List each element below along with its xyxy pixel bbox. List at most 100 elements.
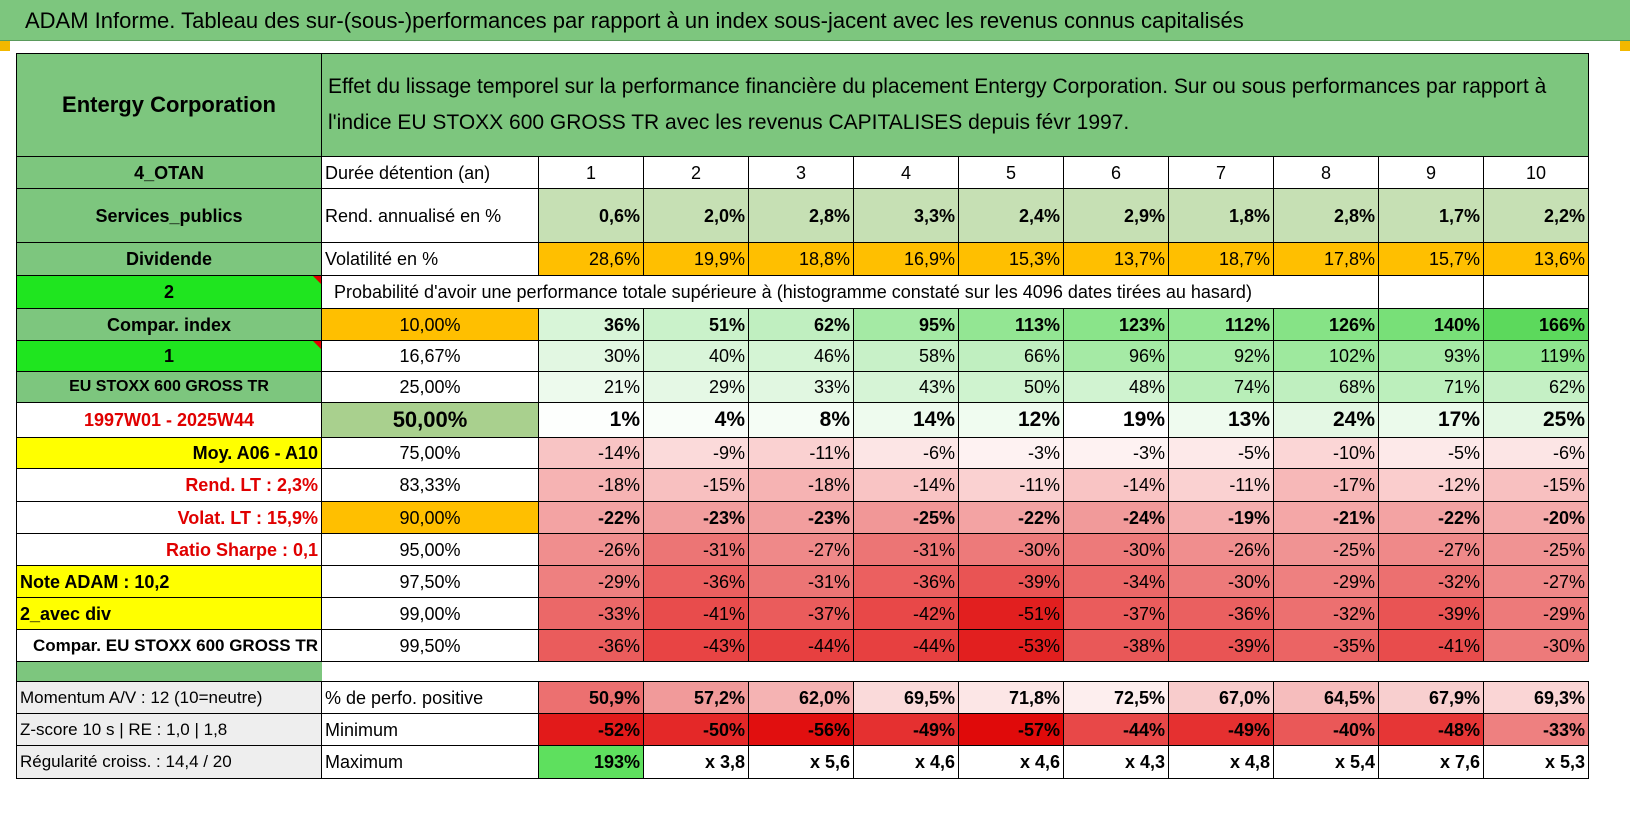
positive-cell: 72,5% (1063, 681, 1169, 714)
percentile-cell: -30% (958, 533, 1064, 566)
minimum-cell: -50% (643, 713, 749, 746)
percentile-cell: 112% (1168, 308, 1274, 341)
otan-label: 4_OTAN (16, 156, 322, 189)
percentile-cell: 62% (1483, 371, 1589, 403)
maximum-cell: x 4,6 (853, 745, 959, 779)
minimum-label: Minimum (321, 713, 539, 746)
percentile-cell: -31% (643, 533, 749, 566)
percentile-cell: -51% (958, 597, 1064, 630)
percentile-row: 1997W01 - 2025W44 50,00% 1% 4% 8% 14% 12… (16, 402, 1589, 438)
vol-cell: 15,3% (958, 242, 1064, 276)
moy-label: Moy. A06 - A10 (16, 437, 322, 469)
percentile-cell: 25% (1483, 402, 1589, 438)
percentile-cell: 51% (643, 308, 749, 341)
percentile-cell: 1% (538, 402, 644, 438)
percentile-cell: -31% (853, 533, 959, 566)
percentile-cell: -26% (1168, 533, 1274, 566)
percentile-cell: -30% (1168, 565, 1274, 598)
select-value-2[interactable]: 2 (16, 275, 322, 309)
years-row: 4_OTAN Durée détention (an) 1 2 3 4 5 6 … (16, 156, 1589, 189)
header-row: Entergy Corporation Effet du lissage tem… (16, 53, 1589, 157)
percentile-cell: -5% (1168, 437, 1274, 469)
percentile-cell: -23% (643, 501, 749, 534)
minimum-cell: -49% (1168, 713, 1274, 746)
positive-cell: 62,0% (748, 681, 854, 714)
percentile-cell: 102% (1273, 340, 1379, 372)
minimum-cell: -49% (853, 713, 959, 746)
percentile-cell: -29% (1483, 597, 1589, 630)
percentile-cell: -6% (853, 437, 959, 469)
percentile-cell: -22% (958, 501, 1064, 534)
percentile-cell: 113% (958, 308, 1064, 341)
percentile-cell: -6% (1483, 437, 1589, 469)
percentile-row: Volat. LT : 15,9% 90,00% -22% -23% -23% … (16, 501, 1589, 534)
percentile-cell: 36% (538, 308, 644, 341)
rend-cell: 2,2% (1483, 188, 1589, 243)
percentile-cell: 33% (748, 371, 854, 403)
spacer-row (16, 661, 1589, 682)
avec-div-label: 2_avec div (16, 597, 322, 630)
proba-label: Probabilité d'avoir une performance tota… (321, 275, 1379, 309)
minimum-cell: -48% (1378, 713, 1484, 746)
percentile-cell: -27% (1483, 565, 1589, 598)
percentile-cell: 13% (1168, 402, 1274, 438)
percentile-cell: -24% (1063, 501, 1169, 534)
vol-cell: 17,8% (1273, 242, 1379, 276)
percentile-label: 95,00% (321, 533, 539, 566)
percentile-cell: -10% (1273, 437, 1379, 469)
maximum-row: Régularité croiss. : 14,4 / 20 Maximum 1… (16, 745, 1589, 779)
percentile-row: Moy. A06 - A10 75,00% -14% -9% -11% -6% … (16, 437, 1589, 469)
percentile-cell: 71% (1378, 371, 1484, 403)
percentile-cell: -30% (1063, 533, 1169, 566)
percentile-row: Rend. LT : 2,3% 83,33% -18% -15% -18% -1… (16, 468, 1589, 502)
positive-row: Momentum A/V : 12 (10=neutre) % de perfo… (16, 681, 1589, 714)
select-value-1[interactable]: 1 (16, 340, 322, 372)
percentile-cell: -5% (1378, 437, 1484, 469)
rend-cell: 2,4% (958, 188, 1064, 243)
percentile-cell: -32% (1273, 597, 1379, 630)
percentile-cell: -33% (538, 597, 644, 630)
year-header: 8 (1273, 156, 1379, 189)
maximum-cell: x 3,8 (643, 745, 749, 779)
percentile-cell: -29% (538, 565, 644, 598)
percentile-cell: -41% (643, 597, 749, 630)
rend-cell: 3,3% (853, 188, 959, 243)
rend-cell: 2,0% (643, 188, 749, 243)
year-header: 5 (958, 156, 1064, 189)
minimum-row: Z-score 10 s | RE : 1,0 | 1,8 Minimum -5… (16, 713, 1589, 746)
volat-lt-label: Volat. LT : 15,9% (16, 501, 322, 534)
index-name-label: EU STOXX 600 GROSS TR (16, 371, 322, 403)
percentile-cell: 30% (538, 340, 644, 372)
sector-label: Services_publics (16, 188, 322, 243)
percentile-row: 1 16,67% 30% 40% 46% 58% 66% 96% 92% 102… (16, 340, 1589, 372)
rend-cell: 2,8% (748, 188, 854, 243)
minimum-cell: -40% (1273, 713, 1379, 746)
percentile-cell: 50% (958, 371, 1064, 403)
percentile-cell: -34% (1063, 565, 1169, 598)
percentile-cell: 62% (748, 308, 854, 341)
percentile-row: Note ADAM : 10,2 97,50% -29% -36% -31% -… (16, 565, 1589, 598)
vol-cell: 18,7% (1168, 242, 1274, 276)
percentile-cell: -14% (853, 468, 959, 502)
percentile-cell: -22% (1378, 501, 1484, 534)
rend-cell: 1,7% (1378, 188, 1484, 243)
percentile-cell: -17% (1273, 468, 1379, 502)
percentile-cell: -36% (853, 565, 959, 598)
percentile-cell: -29% (1273, 565, 1379, 598)
minimum-cell: -33% (1483, 713, 1589, 746)
percentile-cell: -3% (958, 437, 1064, 469)
rend-lt-label: Rend. LT : 2,3% (16, 468, 322, 502)
year-header: 4 (853, 156, 959, 189)
performance-table: Entergy Corporation Effet du lissage tem… (16, 53, 1589, 779)
percentile-cell: -11% (958, 468, 1064, 502)
momentum-label: Momentum A/V : 12 (10=neutre) (16, 681, 322, 714)
percentile-cell: 48% (1063, 371, 1169, 403)
percentile-cell: -11% (1168, 468, 1274, 502)
percentile-cell: -15% (1483, 468, 1589, 502)
percentile-label: 75,00% (321, 437, 539, 469)
percentile-cell: -19% (1168, 501, 1274, 534)
percentile-row: 2_avec div 99,00% -33% -41% -37% -42% -5… (16, 597, 1589, 630)
percentile-cell: -41% (1378, 629, 1484, 662)
percentile-cell: -32% (1378, 565, 1484, 598)
percentile-cell: 58% (853, 340, 959, 372)
